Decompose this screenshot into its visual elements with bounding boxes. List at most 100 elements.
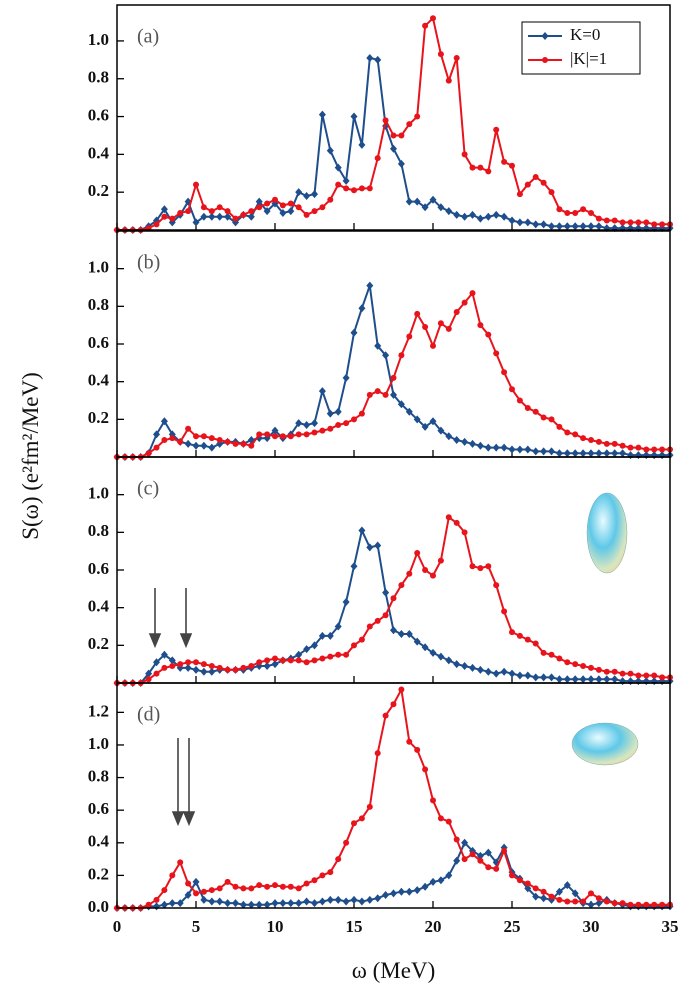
point — [651, 672, 658, 679]
point — [272, 655, 278, 662]
point — [374, 617, 381, 624]
point — [295, 650, 303, 659]
point — [177, 438, 184, 445]
point — [255, 197, 263, 206]
point — [382, 712, 389, 719]
point — [326, 631, 334, 640]
point — [192, 665, 200, 674]
x-tick-label: 20 — [425, 917, 442, 936]
point — [556, 896, 563, 903]
point — [358, 140, 366, 149]
point — [524, 181, 531, 188]
point — [659, 674, 666, 681]
point — [501, 369, 508, 376]
x-tick-label: 25 — [504, 917, 521, 936]
y-tick-label: 1.0 — [88, 30, 109, 49]
point — [374, 894, 382, 903]
point — [524, 884, 532, 893]
point — [358, 304, 366, 313]
point — [232, 215, 239, 222]
point — [311, 190, 318, 199]
point — [193, 433, 199, 440]
point — [334, 163, 342, 172]
point — [548, 651, 555, 658]
point — [397, 887, 405, 896]
legend-label: |K|=1 — [570, 49, 607, 68]
point — [405, 630, 413, 639]
point — [508, 445, 516, 454]
point — [366, 803, 373, 810]
point — [327, 869, 334, 876]
point — [279, 657, 286, 664]
point — [659, 221, 666, 228]
point — [580, 435, 587, 442]
point — [477, 565, 484, 572]
point — [382, 117, 389, 124]
point — [224, 899, 232, 908]
point — [563, 222, 571, 231]
point — [492, 210, 500, 219]
point — [382, 612, 389, 619]
point — [248, 442, 255, 449]
point — [279, 433, 286, 440]
point — [611, 217, 618, 224]
y-tick-label: 0.8 — [88, 521, 109, 540]
point — [208, 435, 215, 442]
point — [643, 901, 650, 908]
point — [272, 433, 278, 440]
point — [311, 419, 318, 428]
point — [414, 310, 421, 317]
point — [579, 449, 587, 458]
point — [532, 673, 540, 682]
point — [398, 686, 405, 693]
point — [184, 663, 192, 672]
point — [603, 449, 611, 458]
point — [469, 851, 476, 858]
point — [390, 374, 397, 381]
point — [318, 110, 326, 119]
point — [342, 598, 350, 607]
point — [579, 675, 587, 684]
point — [295, 188, 303, 197]
point — [271, 660, 279, 669]
point — [350, 112, 358, 121]
point — [469, 210, 476, 219]
point — [334, 622, 342, 631]
point — [264, 657, 271, 664]
point — [611, 440, 618, 447]
point — [421, 882, 429, 891]
point — [524, 445, 532, 454]
arrows — [148, 588, 196, 827]
point — [563, 881, 571, 890]
y-tick-label: 0.8 — [88, 68, 109, 87]
y-tick-label: 0.0 — [88, 897, 109, 916]
point — [603, 217, 610, 224]
point — [287, 207, 295, 216]
point — [445, 656, 453, 665]
point — [453, 836, 460, 843]
y-tick-label: 0.2 — [88, 634, 109, 653]
point — [185, 880, 192, 887]
point — [351, 820, 357, 827]
point — [532, 174, 539, 181]
point — [208, 443, 216, 452]
point — [619, 449, 627, 458]
point — [603, 440, 610, 447]
point — [619, 219, 626, 226]
point — [437, 51, 444, 58]
point — [461, 437, 469, 446]
point — [540, 414, 547, 421]
point — [390, 132, 397, 139]
point — [516, 671, 524, 680]
point — [343, 420, 350, 427]
point — [239, 900, 247, 909]
point — [358, 897, 366, 906]
point — [659, 901, 666, 908]
point — [319, 655, 326, 662]
point — [318, 897, 326, 906]
point — [430, 572, 436, 579]
point — [548, 673, 555, 682]
point — [161, 887, 168, 894]
point — [484, 212, 492, 221]
series-line — [117, 527, 670, 684]
